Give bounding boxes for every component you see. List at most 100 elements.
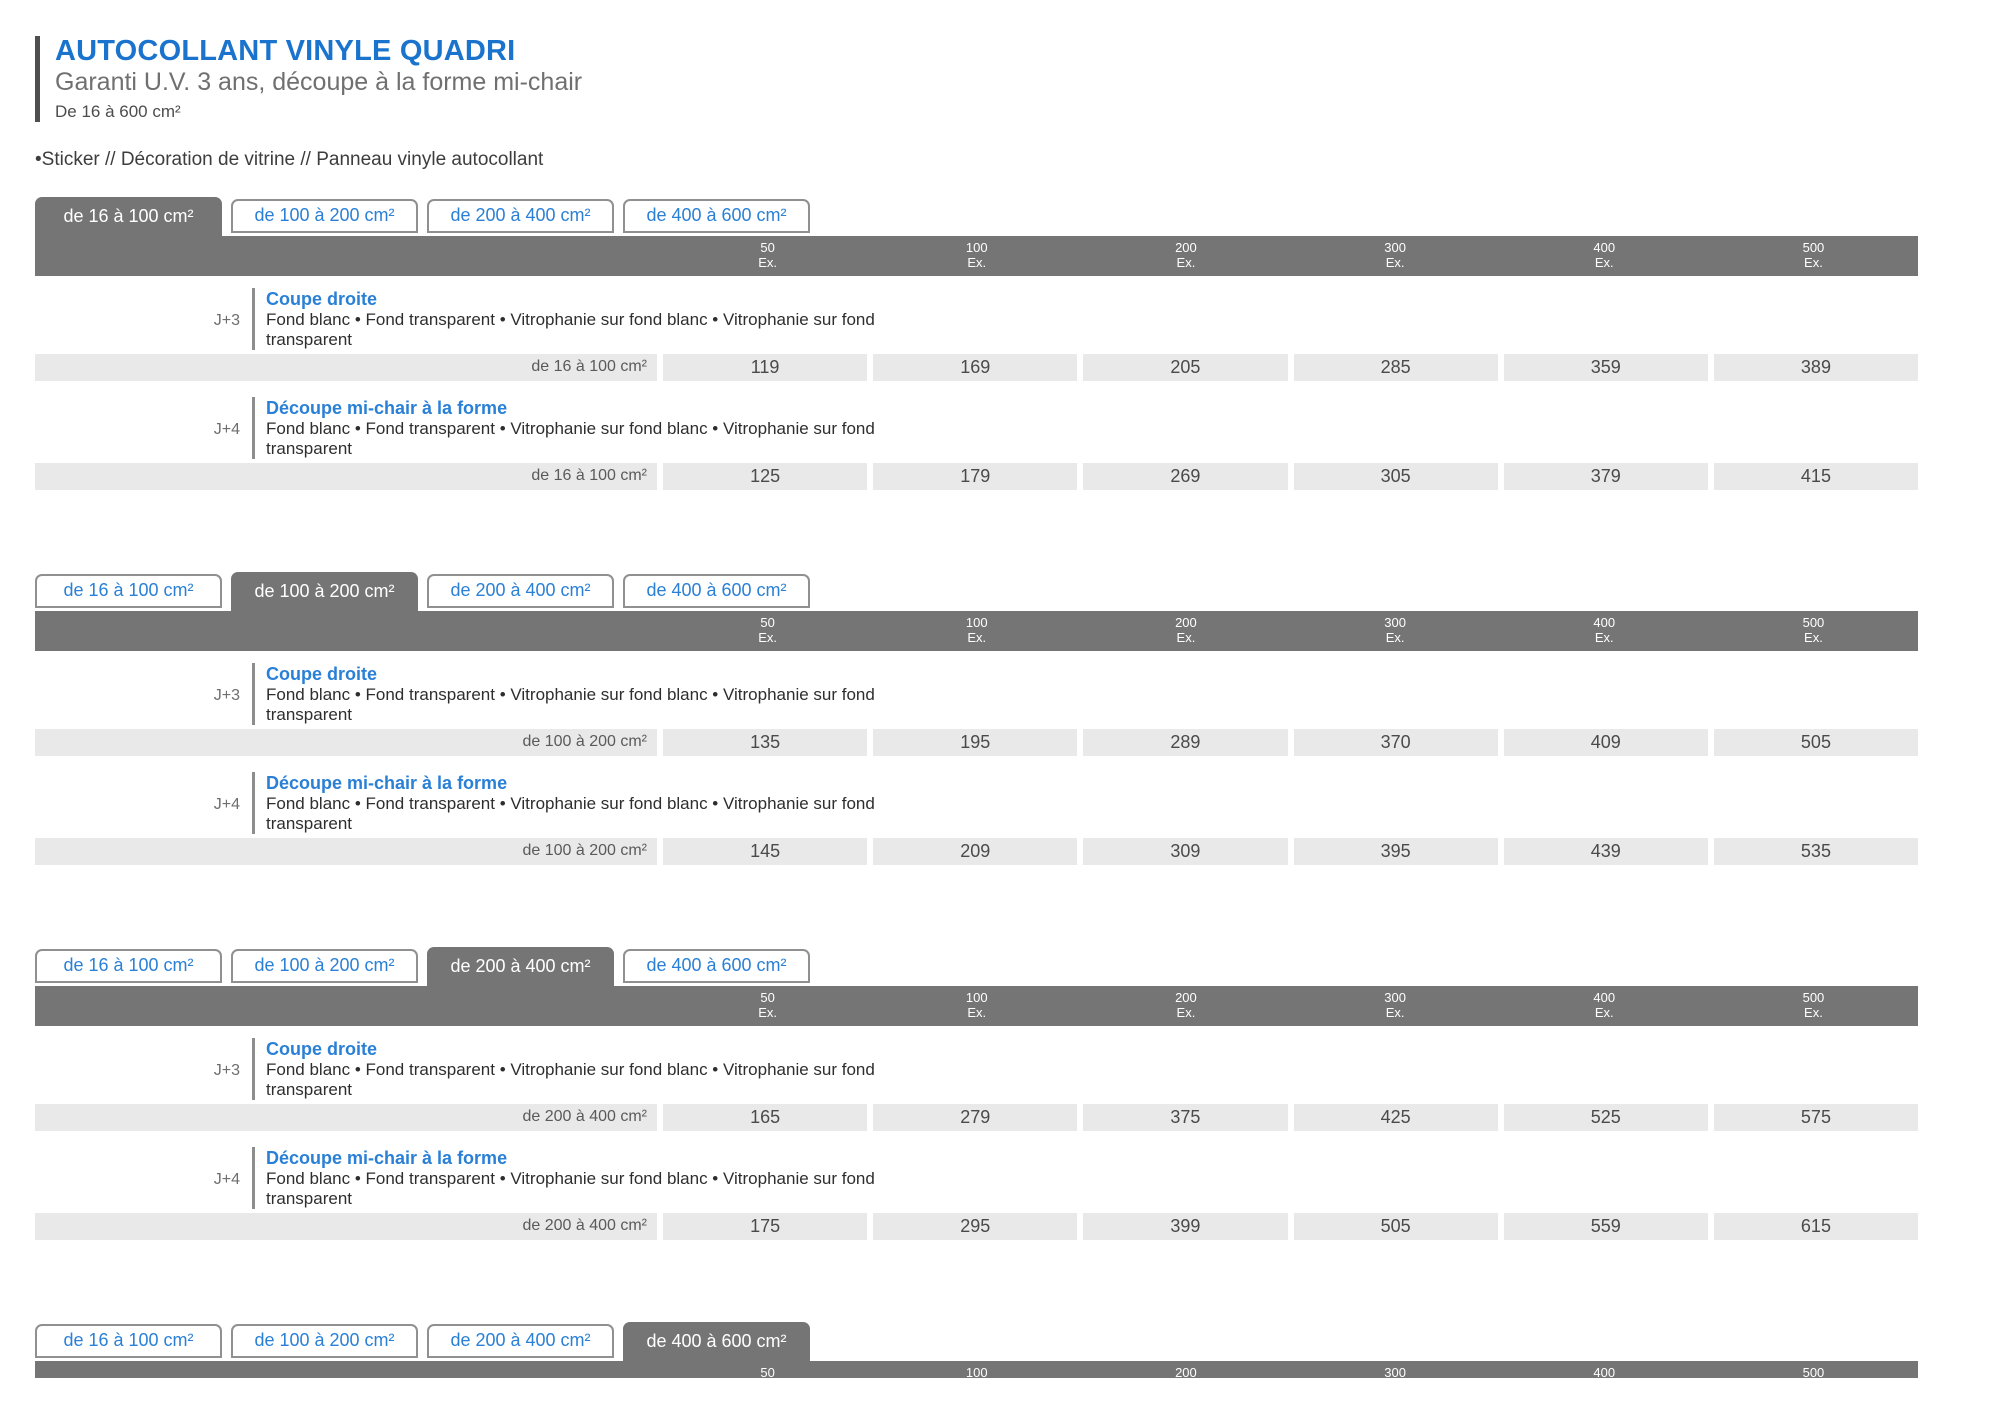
size-range-label: de 100 à 200 cm² <box>35 837 657 865</box>
price-cell: 379 <box>1503 462 1708 490</box>
pricing-section-16-100: de 16 à 100 cm² de 100 à 200 cm² de 200 … <box>35 196 1919 490</box>
product-option-title: Découpe mi-chair à la forme <box>266 397 508 418</box>
product-option-title: Découpe mi-chair à la forme <box>266 1147 508 1168</box>
page-title: AUTOCOLLANT VINYLE QUADRI <box>55 35 516 67</box>
price-row-coupe-droite: de 100 à 200 cm² 135 195 289 370 409 505 <box>35 728 1919 756</box>
tab-de-200-a-400[interactable]: de 200 à 400 cm² <box>427 946 614 986</box>
tab-de-16-a-100[interactable]: de 16 à 100 cm² <box>35 1323 222 1358</box>
tab-de-100-a-200[interactable]: de 100 à 200 cm² <box>231 1323 418 1358</box>
delay-badge: J+4 <box>213 795 240 813</box>
price-cell: 305 <box>1293 462 1498 490</box>
price-cell: 165 <box>663 1103 868 1131</box>
tab-de-400-a-600[interactable]: de 400 à 600 cm² <box>623 198 810 233</box>
page-subtitle: Garanti U.V. 3 ans, découpe à la forme m… <box>55 68 583 97</box>
price-cell: 179 <box>873 462 1078 490</box>
product-option-desc: Fond blanc • Fond transparent • Vitropha… <box>266 1059 875 1099</box>
price-cell: 169 <box>873 353 1078 381</box>
divider-line <box>252 287 255 350</box>
tab-de-400-a-600[interactable]: de 400 à 600 cm² <box>623 573 810 608</box>
tab-de-400-a-600[interactable]: de 400 à 600 cm² <box>623 1321 810 1361</box>
qty-header-spacer <box>35 611 663 651</box>
tab-de-100-a-200[interactable]: de 100 à 200 cm² <box>231 198 418 233</box>
product-option-decoupe-mi-chair: J+4 Découpe mi-chair à la forme Fond bla… <box>35 396 1918 459</box>
price-cell: 309 <box>1083 837 1288 865</box>
product-option-desc: Fond blanc • Fond transparent • Vitropha… <box>266 793 875 833</box>
price-cell: 195 <box>873 728 1078 756</box>
price-cell: 535 <box>1713 837 1919 865</box>
price-cell: 505 <box>1293 1212 1498 1240</box>
product-option-coupe-droite: J+3 Coupe droite Fond blanc • Fond trans… <box>35 287 1918 350</box>
divider-line <box>252 662 255 725</box>
pricing-section-400-600: de 16 à 100 cm² de 100 à 200 cm² de 200 … <box>35 1321 1918 1378</box>
tab-de-400-a-600[interactable]: de 400 à 600 cm² <box>623 948 810 983</box>
size-range-label: de 200 à 400 cm² <box>35 1212 657 1240</box>
price-cell: 279 <box>873 1103 1078 1131</box>
price-cell: 295 <box>873 1212 1078 1240</box>
divider-line <box>252 771 255 834</box>
price-cell: 125 <box>663 462 868 490</box>
product-option-title: Coupe droite <box>266 663 377 684</box>
tab-de-100-a-200[interactable]: de 100 à 200 cm² <box>231 571 418 611</box>
tab-de-100-a-200[interactable]: de 100 à 200 cm² <box>231 948 418 983</box>
price-cell: 615 <box>1713 1212 1919 1240</box>
price-cell: 395 <box>1293 837 1498 865</box>
tab-de-200-a-400[interactable]: de 200 à 400 cm² <box>427 198 614 233</box>
tab-de-200-a-400[interactable]: de 200 à 400 cm² <box>427 1323 614 1358</box>
delay-badge: J+4 <box>213 1170 240 1188</box>
price-row-coupe-droite: de 200 à 400 cm² 165 279 375 425 525 575 <box>35 1103 1919 1131</box>
product-option-decoupe-mi-chair: J+4 Découpe mi-chair à la forme Fond bla… <box>35 771 1918 834</box>
price-cell: 289 <box>1083 728 1288 756</box>
delay-badge: J+3 <box>213 686 240 704</box>
size-tabs: de 16 à 100 cm² de 100 à 200 cm² de 200 … <box>35 946 1918 986</box>
price-cell: 269 <box>1083 462 1288 490</box>
price-cell: 439 <box>1503 837 1708 865</box>
size-range-label: de 16 à 100 cm² <box>35 462 657 490</box>
size-range-label: de 200 à 400 cm² <box>35 1103 657 1131</box>
qty-header-spacer <box>35 986 663 1026</box>
price-cell: 145 <box>663 837 868 865</box>
pricing-section-200-400: de 16 à 100 cm² de 100 à 200 cm² de 200 … <box>35 946 1919 1240</box>
size-tabs: de 16 à 100 cm² de 100 à 200 cm² de 200 … <box>35 196 1918 236</box>
tab-de-16-a-100[interactable]: de 16 à 100 cm² <box>35 573 222 608</box>
tab-de-200-a-400[interactable]: de 200 à 400 cm² <box>427 573 614 608</box>
price-cell: 525 <box>1503 1103 1708 1131</box>
price-cell: 370 <box>1293 728 1498 756</box>
price-cell: 175 <box>663 1212 868 1240</box>
delay-badge: J+4 <box>213 420 240 438</box>
size-range-label: de 16 à 100 cm² <box>35 353 657 381</box>
divider-line <box>252 1146 255 1209</box>
size-tabs: de 16 à 100 cm² de 100 à 200 cm² de 200 … <box>35 1321 1918 1361</box>
product-option-title: Coupe droite <box>266 288 377 309</box>
price-cell: 505 <box>1713 728 1919 756</box>
price-row-coupe-droite: de 16 à 100 cm² 119 169 205 285 359 389 <box>35 353 1919 381</box>
tab-de-16-a-100[interactable]: de 16 à 100 cm² <box>35 196 222 236</box>
product-option-desc: Fond blanc • Fond transparent • Vitropha… <box>266 684 875 724</box>
tab-de-16-a-100[interactable]: de 16 à 100 cm² <box>35 948 222 983</box>
price-cell: 559 <box>1503 1212 1708 1240</box>
product-option-desc: Fond blanc • Fond transparent • Vitropha… <box>266 309 875 349</box>
price-cell: 375 <box>1083 1103 1288 1131</box>
divider-line <box>252 1037 255 1100</box>
price-row-decoupe-mi-chair: de 200 à 400 cm² 175 295 399 505 559 615 <box>35 1212 1919 1240</box>
product-option-coupe-droite: J+3 Coupe droite Fond blanc • Fond trans… <box>35 1037 1918 1100</box>
